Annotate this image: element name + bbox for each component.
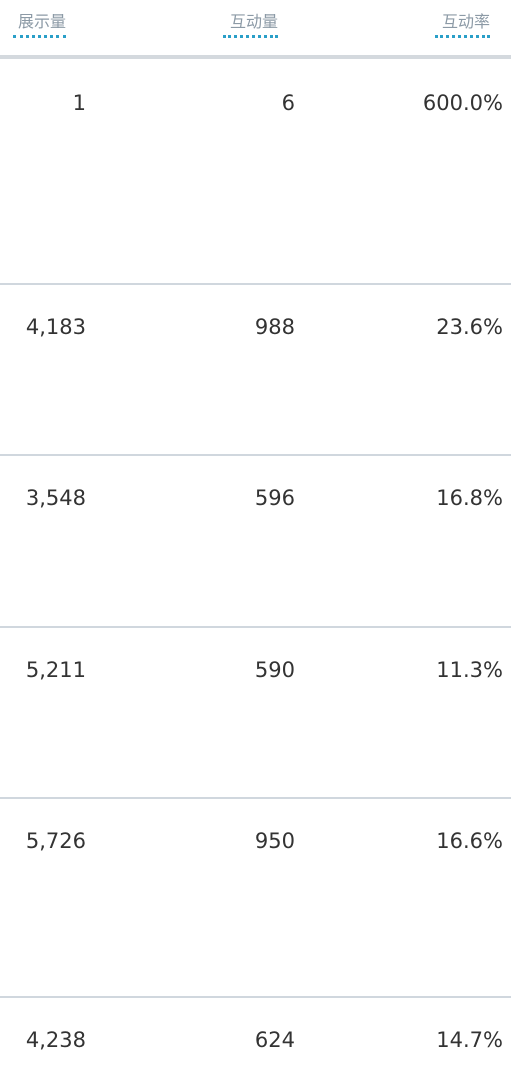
cell-interaction-rate: 600.0%	[422, 91, 503, 115]
cell-impressions: 4,183	[25, 315, 86, 339]
column-header-impressions[interactable]: 展示量	[13, 10, 67, 38]
table-row: 5,726 950 16.6%	[0, 799, 511, 998]
table-header: 展示量 互动量 互动率	[0, 0, 511, 59]
cell-interaction-rate: 11.3%	[436, 658, 503, 682]
column-header-interaction-rate[interactable]: 互动率	[435, 10, 491, 38]
cell-interaction-rate: 23.6%	[436, 315, 503, 339]
cell-impressions: 1	[72, 91, 86, 115]
cell-interaction-rate: 16.8%	[436, 486, 503, 510]
cell-interactions: 6	[281, 91, 295, 115]
cell-interactions: 950	[254, 829, 295, 853]
stats-table: 展示量 互动量 互动率 1 6 600.0% 4,183 988 23.6% 3…	[0, 0, 511, 1080]
cell-impressions: 5,211	[25, 658, 86, 682]
cell-interaction-rate: 16.6%	[436, 829, 503, 853]
cell-impressions: 4,238	[25, 1028, 86, 1052]
table-row: 4,183 988 23.6%	[0, 285, 511, 456]
table-row: 5,211 590 11.3%	[0, 628, 511, 799]
table-row: 1 6 600.0%	[0, 59, 511, 285]
cell-interactions: 624	[254, 1028, 295, 1052]
cell-impressions: 5,726	[25, 829, 86, 853]
cell-interactions: 590	[254, 658, 295, 682]
column-header-interactions[interactable]: 互动量	[223, 10, 279, 38]
cell-interactions: 988	[254, 315, 295, 339]
table-row: 3,548 596 16.8%	[0, 456, 511, 628]
table-row: 4,238 624 14.7%	[0, 998, 511, 1080]
cell-interactions: 596	[254, 486, 295, 510]
cell-interaction-rate: 14.7%	[436, 1028, 503, 1052]
cell-impressions: 3,548	[25, 486, 86, 510]
